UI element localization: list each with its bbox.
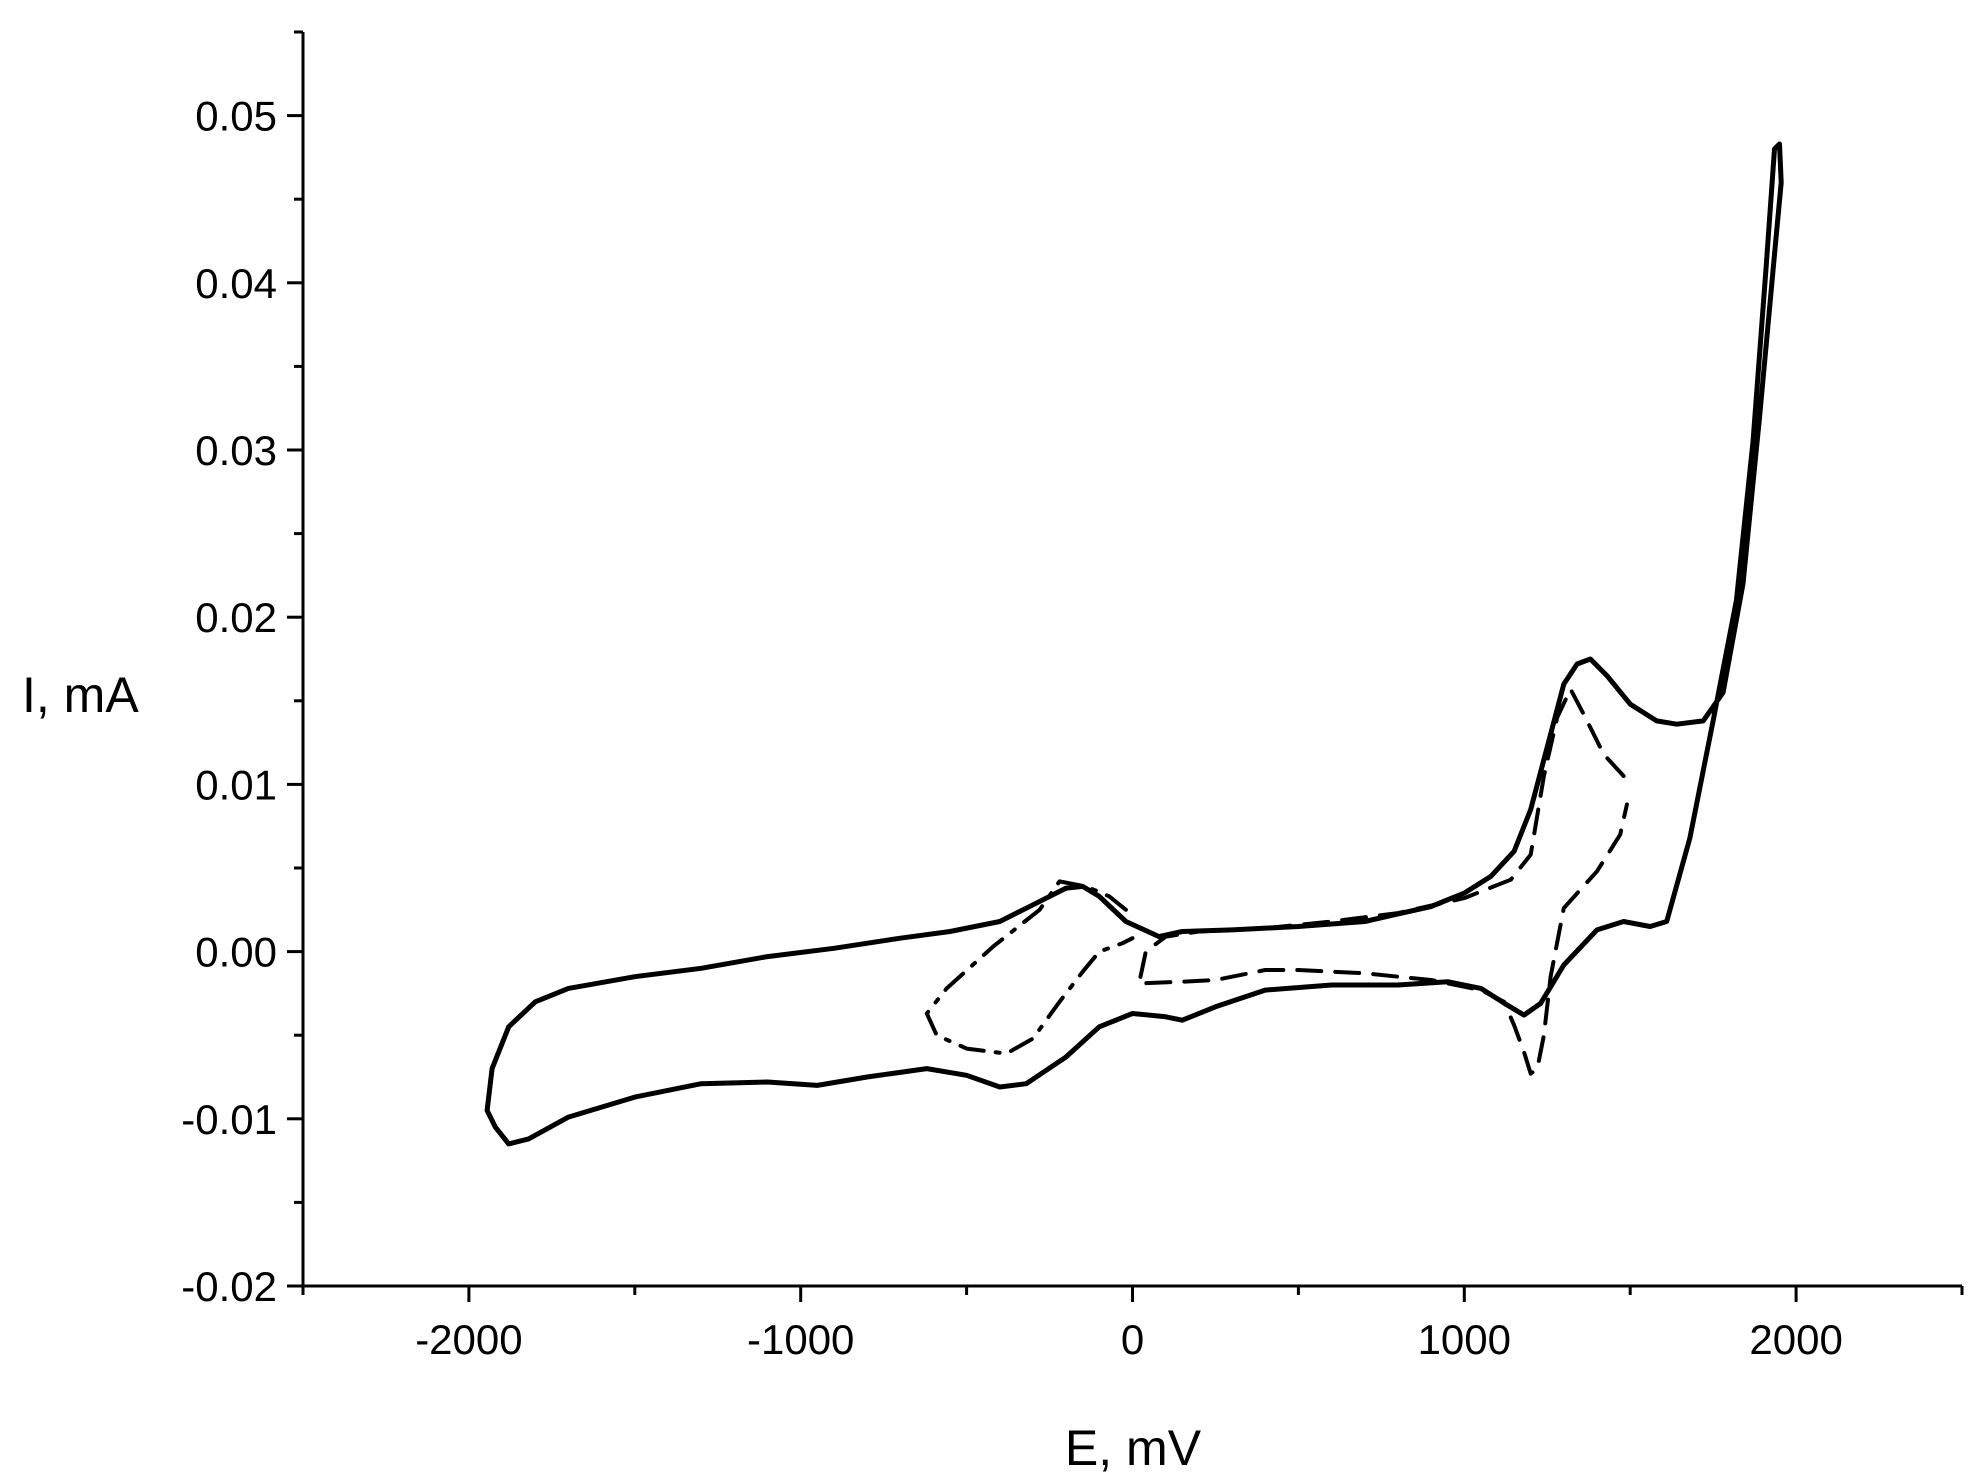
x-axis-ticks: -2000 -1000 0 1000 2000: [301, 1286, 1964, 1363]
x-tick-label: -2000: [415, 1316, 522, 1363]
y-tick-label: 0.03: [195, 427, 277, 474]
y-axis-ticks: -0.02 -0.01 0.00 0.01 0.02 0.03 0.04 0.05: [181, 30, 303, 1310]
y-tick-label: 0.00: [195, 929, 277, 976]
x-tick-label: 1000: [1418, 1316, 1511, 1363]
x-axis-title: E, mV: [1065, 1420, 1202, 1476]
y-axis-title: I, mA: [22, 667, 139, 723]
axes: -0.02 -0.01 0.00 0.01 0.02 0.03 0.04 0.05 -2000…: [181, 30, 1964, 1363]
y-tick-label: 0.01: [195, 761, 277, 808]
series-line-dashed: [1137, 687, 1629, 1076]
series-layer: [484, 141, 1784, 1147]
y-tick-label: -0.01: [181, 1096, 277, 1143]
x-tick-label: -1000: [747, 1316, 854, 1363]
y-tick-label: 0.02: [195, 594, 277, 641]
series-line-solid: [484, 141, 1784, 1147]
x-tick-label: 0: [1121, 1316, 1144, 1363]
y-tick-label: 0.05: [195, 93, 277, 140]
y-tick-label: -0.02: [181, 1263, 277, 1310]
series-line-dashdot: [924, 879, 1135, 1056]
x-tick-label: 2000: [1749, 1316, 1842, 1363]
y-tick-label: 0.04: [195, 260, 277, 307]
